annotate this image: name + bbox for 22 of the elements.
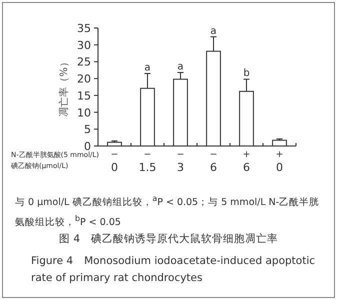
y-tick-label: 25 (77, 56, 91, 69)
y-tick-label: 30 (77, 38, 91, 52)
y-tick-label: 20 (77, 72, 91, 86)
x-tick-label: + 6 (242, 150, 250, 174)
x-tick-label: − 0 (110, 150, 118, 174)
x-tick-label: − 6 (210, 150, 218, 174)
x-tick-label: − 3 (176, 150, 184, 174)
y-tick-label: 5 (84, 123, 91, 136)
text: 图 4 碘乙酸钠诱导原代大鼠软骨细胞凋亡率 (58, 232, 280, 247)
annotation: a (177, 62, 184, 73)
y-tick-label: 0 (84, 140, 91, 153)
text: 与 0 μmol/L 碘乙酸钠组比较，$^{a}$P < 0.05；与 5 mmol/L N-乙酰半胱氨酸组比较，$^{b}$P < 0.05 (15, 194, 320, 228)
annotation: a (144, 62, 151, 74)
y-tick-label: 10 (77, 106, 91, 120)
y-axis-title: 凋亡率（%） (58, 57, 70, 117)
x-tick-label: − 1.5 (138, 150, 156, 174)
y-tick-label: 35 (77, 22, 91, 35)
text: Figure 4 Monosodium iodoacetate-induced apoptotic rate of primary rat chondrocytes (31, 254, 316, 286)
x-tick-label: + 0 (276, 150, 284, 174)
y-tick-label: 15 (77, 89, 91, 102)
annotation: a (210, 26, 217, 37)
annotation: b (243, 68, 250, 80)
